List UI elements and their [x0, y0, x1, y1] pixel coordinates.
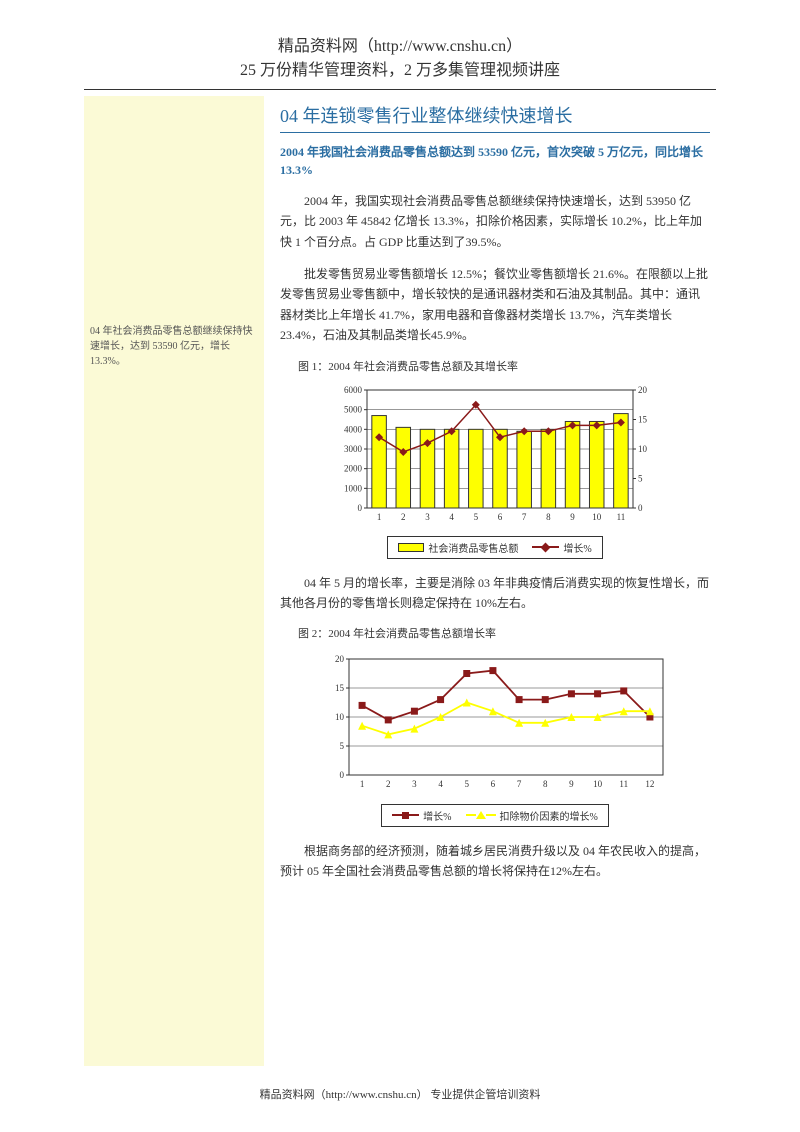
svg-text:10: 10 — [592, 512, 602, 522]
svg-text:15: 15 — [335, 683, 345, 693]
page-footer: 精品资料网（http://www.cnshu.cn） 专业提供企管培训资料 — [0, 1086, 800, 1102]
header-line-1: 精品资料网（http://www.cnshu.cn） — [0, 36, 800, 58]
svg-text:1000: 1000 — [344, 483, 363, 493]
svg-text:5: 5 — [340, 741, 345, 751]
svg-text:0: 0 — [340, 770, 345, 780]
svg-text:11: 11 — [617, 512, 626, 522]
svg-text:11: 11 — [619, 779, 628, 789]
paragraph-2: 批发零售贸易业零售额增长 12.5%；餐饮业零售额增长 21.6%。在限额以上批… — [280, 264, 710, 346]
chart1-legend-line: 增长% — [532, 540, 591, 555]
svg-text:9: 9 — [570, 512, 575, 522]
svg-text:2: 2 — [401, 512, 406, 522]
svg-text:10: 10 — [593, 779, 603, 789]
svg-text:6: 6 — [491, 779, 496, 789]
chart1-legend-line-label: 增长% — [563, 540, 591, 555]
svg-text:8: 8 — [546, 512, 551, 522]
chart1-legend-bar: 社会消费品零售总额 — [398, 540, 518, 555]
chart2-legend-s2: 扣除物价因素的增长% — [466, 808, 598, 823]
chart2-legend-s1-label: 增长% — [423, 808, 451, 823]
sidebar: 04 年社会消费品零售总额继续保持快速增长，达到 53590 亿元，增长13.3… — [84, 96, 264, 1066]
chart2-svg: 05101520123456789101112 — [315, 647, 675, 797]
svg-text:7: 7 — [517, 779, 522, 789]
svg-text:12: 12 — [645, 779, 654, 789]
chart-1: 0 1000 2000 3000 4000 5000 6000 0 5 10 15 20 1 2 3 4 5 6 7… — [280, 380, 710, 559]
svg-text:20: 20 — [335, 654, 345, 664]
svg-text:0: 0 — [358, 503, 363, 513]
svg-text:5: 5 — [474, 512, 479, 522]
svg-text:9: 9 — [569, 779, 574, 789]
figure2-caption: 图 2：2004 年社会消费品零售总额增长率 — [298, 625, 710, 641]
header-line-2: 25 万份精华管理资料，2 万多集管理视频讲座 — [0, 60, 800, 82]
svg-text:3: 3 — [412, 779, 417, 789]
svg-text:8: 8 — [543, 779, 548, 789]
svg-text:1: 1 — [377, 512, 382, 522]
svg-text:4: 4 — [449, 512, 454, 522]
chart-2: 05101520123456789101112 增长% — [280, 647, 710, 827]
svg-text:5000: 5000 — [344, 404, 363, 414]
main-content: 04 年连锁零售行业整体继续快速增长 2004 年我国社会消费品零售总额达到 5… — [280, 102, 710, 894]
chart2-legend-s2-label: 扣除物价因素的增长% — [500, 808, 598, 823]
svg-text:4: 4 — [438, 779, 443, 789]
paragraph-3: 04 年 5 月的增长率，主要是消除 03 年非典疫情后消费实现的恢复性增长，而… — [280, 573, 710, 614]
sidebar-note: 04 年社会消费品零售总额继续保持快速增长，达到 53590 亿元，增长13.3… — [90, 324, 258, 369]
svg-text:15: 15 — [638, 414, 648, 424]
chart2-legend: 增长% 扣除物价因素的增长% — [280, 803, 710, 827]
figure1-caption: 图 1：2004 年社会消费品零售总额及其增长率 — [298, 358, 710, 374]
chart2-legend-s1: 增长% — [392, 808, 451, 823]
svg-text:1: 1 — [360, 779, 365, 789]
svg-text:4000: 4000 — [344, 424, 363, 434]
svg-text:7: 7 — [522, 512, 527, 522]
svg-text:5: 5 — [465, 779, 470, 789]
paragraph-4: 根据商务部的经济预测，随着城乡居民消费升级以及 04 年农民收入的提高，预计 0… — [280, 841, 710, 882]
section-subtitle: 2004 年我国社会消费品零售总额达到 53590 亿元，首次突破 5 万亿元，… — [280, 143, 710, 179]
svg-text:6000: 6000 — [344, 385, 363, 395]
svg-text:0: 0 — [638, 503, 643, 513]
svg-text:3: 3 — [425, 512, 430, 522]
svg-text:10: 10 — [638, 444, 648, 454]
svg-text:2000: 2000 — [344, 463, 363, 473]
chart1-legend-bar-label: 社会消费品零售总额 — [428, 540, 518, 555]
chart1-svg: 0 1000 2000 3000 4000 5000 6000 0 5 10 15 20 1 2 3 4 5 6 7… — [325, 380, 665, 530]
svg-text:6: 6 — [498, 512, 503, 522]
chart1-legend: 社会消费品零售总额 增长% — [280, 536, 710, 559]
svg-text:2: 2 — [386, 779, 391, 789]
section-title: 04 年连锁零售行业整体继续快速增长 — [280, 102, 710, 133]
page-body: 04 年社会消费品零售总额继续保持快速增长，达到 53590 亿元，增长13.3… — [84, 90, 716, 1070]
page-header: 精品资料网（http://www.cnshu.cn） 25 万份精华管理资料，2… — [0, 0, 800, 83]
svg-text:20: 20 — [638, 385, 648, 395]
svg-text:10: 10 — [335, 712, 345, 722]
svg-text:5: 5 — [638, 473, 643, 483]
svg-text:3000: 3000 — [344, 444, 363, 454]
paragraph-1: 2004 年，我国实现社会消费品零售总额继续保持快速增长，达到 53950 亿元… — [280, 191, 710, 252]
